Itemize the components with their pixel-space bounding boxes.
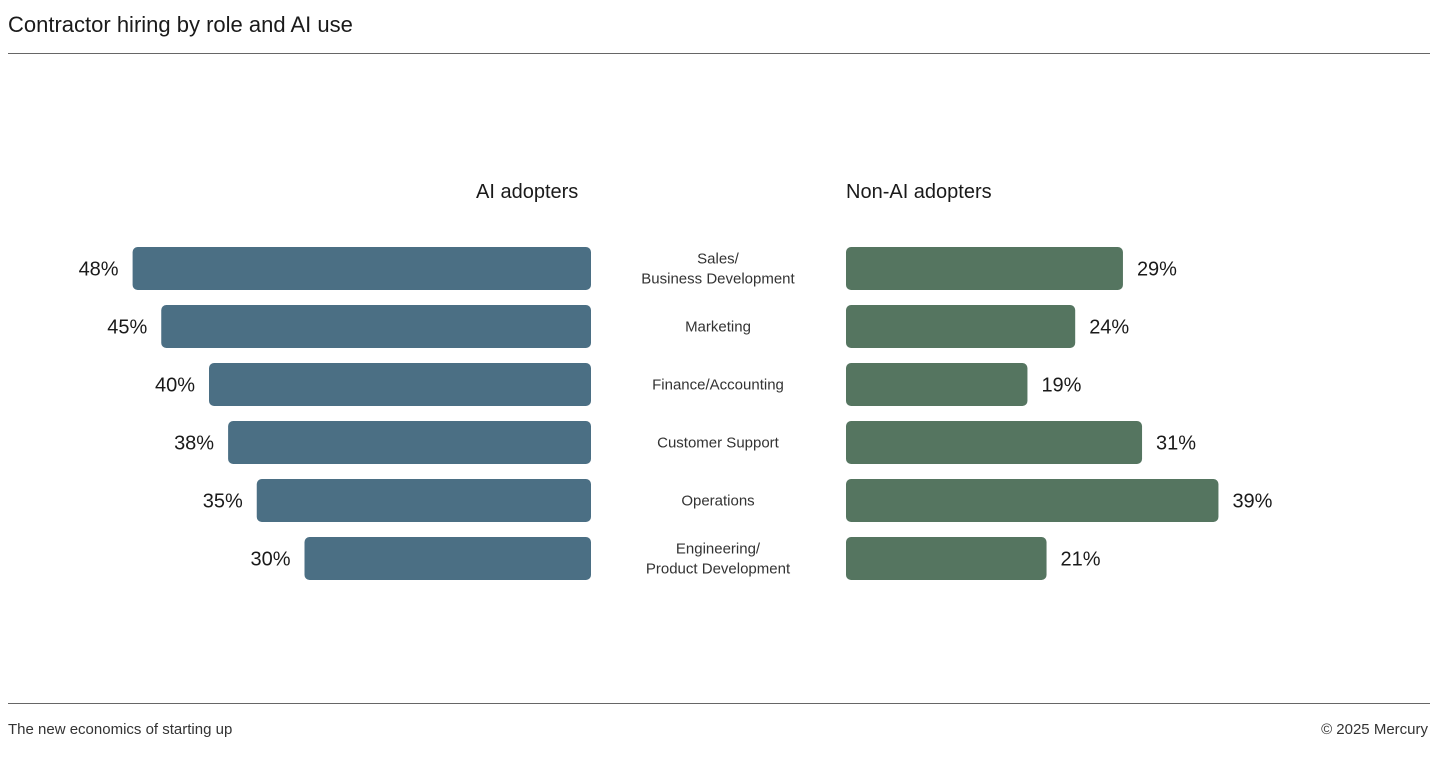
value-label-ai: 45%: [107, 317, 147, 339]
bar-ai-adopters: [256, 479, 591, 522]
chart-title: Contractor hiring by role and AI use: [8, 12, 353, 37]
footer-publication: The new economics of starting up: [8, 721, 233, 738]
category-label: Product Development: [646, 561, 791, 578]
value-label-non-ai: 39%: [1232, 491, 1272, 513]
bar-ai-adopters: [209, 363, 591, 406]
footer-divider: [8, 703, 1430, 704]
bar-non-ai-adopters: [846, 479, 1219, 522]
bar-non-ai-adopters: [846, 247, 1123, 290]
value-label-non-ai: 29%: [1137, 259, 1177, 281]
value-label-ai: 35%: [203, 491, 243, 513]
header-divider: [8, 53, 1430, 54]
bar-non-ai-adopters: [846, 305, 1076, 348]
value-label-non-ai: 19%: [1041, 375, 1081, 397]
category-label: Customer Support: [657, 435, 780, 452]
bar-non-ai-adopters: [846, 421, 1143, 464]
category-label: Operations: [681, 493, 754, 510]
category-label: Business Development: [641, 271, 795, 288]
bar-non-ai-adopters: [846, 363, 1028, 406]
value-label-non-ai: 21%: [1061, 549, 1101, 571]
bar-ai-adopters: [304, 537, 591, 580]
bar-ai-adopters: [132, 247, 591, 290]
value-label-ai: 40%: [155, 375, 195, 397]
bar-non-ai-adopters: [846, 537, 1047, 580]
series-header-non-ai: Non-AI adopters: [846, 181, 992, 203]
category-label: Marketing: [685, 319, 751, 336]
category-label: Engineering/: [676, 541, 761, 558]
value-label-ai: 48%: [79, 259, 119, 281]
value-label-ai: 30%: [250, 549, 290, 571]
footer-copyright: © 2025 Mercury: [1321, 721, 1428, 738]
bar-ai-adopters: [228, 421, 591, 464]
series-header-ai: AI adopters: [476, 181, 579, 203]
value-label-non-ai: 24%: [1089, 317, 1129, 339]
value-label-non-ai: 31%: [1156, 433, 1196, 455]
category-label: Sales/: [697, 251, 740, 268]
value-label-ai: 38%: [174, 433, 214, 455]
bar-ai-adopters: [161, 305, 591, 348]
category-label: Finance/Accounting: [652, 377, 784, 394]
